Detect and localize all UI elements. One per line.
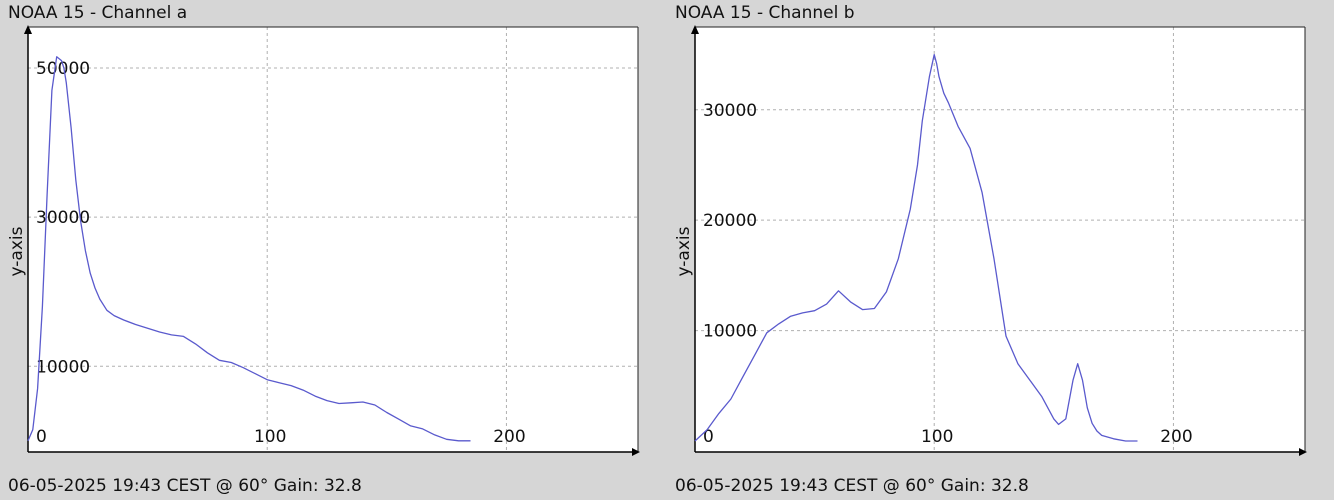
x-tick-label: 0 bbox=[703, 427, 714, 447]
y-axis-label: y-axis bbox=[674, 226, 694, 276]
y-tick-label: 50000 bbox=[36, 59, 90, 79]
y-tick-label: 30000 bbox=[36, 208, 90, 228]
chart-svg: 0 100 200 30000 20000 10000 y-axis bbox=[674, 25, 1307, 456]
x-tick-label: 200 bbox=[1160, 427, 1192, 447]
chart-panel-channel-b: NOAA 15 - Channel b 0 100 200 30000 20000 100… bbox=[667, 0, 1334, 500]
series-line bbox=[694, 53, 1138, 442]
y-tick-label: 10000 bbox=[703, 322, 757, 342]
y-tick-label: 30000 bbox=[703, 101, 757, 121]
x-tick-label: 200 bbox=[493, 427, 525, 447]
x-tick-label: 100 bbox=[921, 427, 953, 447]
series-line bbox=[27, 56, 471, 442]
y-axis-arrow bbox=[691, 25, 699, 34]
y-tick-label: 20000 bbox=[703, 211, 757, 231]
chart-title: NOAA 15 - Channel a bbox=[8, 3, 188, 23]
chart-footer: 06-05-2025 19:43 CEST @ 60° Gain: 32.8 bbox=[675, 476, 1029, 496]
y-axis-label: y-axis bbox=[7, 226, 27, 276]
chart-title: NOAA 15 - Channel b bbox=[675, 3, 855, 23]
chart-panel-channel-a: NOAA 15 - Channel a 0 100 200 50000 30000 100… bbox=[7, 3, 640, 496]
x-tick-label: 0 bbox=[36, 427, 47, 447]
chart-svg: 0 100 200 50000 30000 10000 y-axis bbox=[7, 25, 640, 456]
plot-area bbox=[695, 27, 1305, 452]
plot-area bbox=[28, 27, 638, 452]
x-axis-arrow bbox=[1299, 448, 1307, 456]
chart-footer: 06-05-2025 19:43 CEST @ 60° Gain: 32.8 bbox=[8, 476, 362, 496]
y-tick-label: 10000 bbox=[36, 357, 90, 377]
x-axis-arrow bbox=[632, 448, 640, 456]
y-axis-arrow bbox=[24, 25, 32, 34]
x-tick-label: 100 bbox=[254, 427, 286, 447]
